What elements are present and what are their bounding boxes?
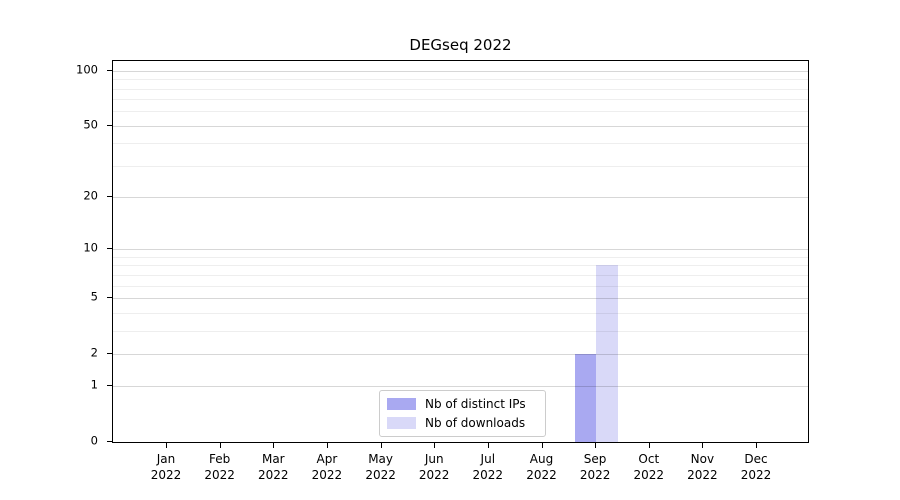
bar-sep-nb-of-downloads	[596, 265, 618, 442]
x-tick-year: 2022	[526, 467, 557, 482]
x-tick-year: 2022	[579, 467, 611, 482]
x-tick-year: 2022	[418, 467, 450, 482]
x-tick-month: May	[368, 452, 393, 466]
x-tick-label-oct: Oct 2022	[614, 452, 684, 483]
legend-entry-distinct-ips: Nb of distinct IPs	[387, 397, 537, 411]
x-tick-label-may: May 2022	[346, 452, 416, 483]
x-tick-mark-jun	[434, 443, 436, 448]
x-tick-label-nov: Nov 2022	[667, 452, 737, 483]
y-tick-label-5: 5	[90, 289, 98, 304]
y-tick-mark-5	[107, 296, 112, 298]
x-tick-mark-jul	[487, 443, 489, 448]
y-tick-label-1: 1	[90, 377, 98, 392]
x-tick-mark-mar	[273, 443, 275, 448]
x-tick-mark-nov	[702, 443, 704, 448]
y-tick-mark-50	[107, 124, 112, 126]
y-tick-mark-100	[107, 69, 112, 71]
y-tick-mark-1	[107, 385, 112, 387]
x-tick-year: 2022	[472, 467, 504, 482]
chart-title: DEGseq 2022	[409, 36, 512, 54]
x-tick-label-jan: Jan 2022	[131, 452, 201, 483]
y-tick-label-0: 0	[90, 433, 98, 448]
y-tick-label-20: 20	[83, 188, 98, 203]
bars-layer	[113, 61, 808, 442]
x-tick-year: 2022	[365, 467, 396, 482]
x-tick-year: 2022	[311, 467, 343, 482]
x-tick-mark-sep	[595, 443, 597, 448]
x-tick-label-sep: Sep 2022	[560, 452, 630, 483]
y-tick-mark-10	[107, 248, 112, 250]
y-tick-label-100: 100	[76, 62, 98, 77]
legend-label-downloads: Nb of downloads	[425, 416, 526, 430]
x-tick-month: Jan	[156, 452, 176, 466]
x-tick-month: Sep	[583, 452, 607, 466]
legend-entry-downloads: Nb of downloads	[387, 416, 537, 430]
x-tick-label-dec: Dec 2022	[721, 452, 791, 483]
x-tick-label-feb: Feb 2022	[185, 452, 255, 483]
x-tick-month: Jun	[424, 452, 444, 466]
x-tick-label-mar: Mar 2022	[238, 452, 308, 483]
legend-label-distinct-ips: Nb of distinct IPs	[425, 397, 526, 411]
x-axis: Jan 2022 Feb 2022 Mar 2022 Apr 2022 May 2022 Jun 20…	[112, 442, 809, 500]
legend-swatch-distinct-ips	[387, 398, 416, 410]
x-tick-label-jul: Jul 2022	[453, 452, 523, 483]
x-tick-year: 2022	[633, 467, 665, 482]
x-tick-year: 2022	[740, 467, 772, 482]
y-axis: 0 1 2 5 10 20 50 100	[0, 60, 112, 448]
x-tick-month: Oct	[638, 452, 660, 466]
x-tick-mark-apr	[326, 443, 328, 448]
x-tick-year: 2022	[204, 467, 235, 482]
bar-sep-nb-of-distinct-ips	[574, 353, 597, 442]
plot-area: Nb of distinct IPs Nb of downloads	[112, 60, 809, 443]
x-tick-label-aug: Aug 2022	[507, 452, 577, 483]
x-tick-label-jun: Jun 2022	[399, 452, 469, 483]
x-tick-month: Nov	[690, 452, 715, 466]
y-tick-mark-0	[107, 441, 112, 442]
legend-swatch-downloads	[387, 417, 416, 429]
x-tick-year: 2022	[258, 467, 289, 482]
legend: Nb of distinct IPs Nb of downloads	[379, 390, 546, 437]
x-tick-month: Dec	[744, 452, 768, 466]
x-tick-month: Aug	[529, 452, 554, 466]
x-tick-mark-aug	[541, 443, 543, 448]
x-tick-mark-feb	[219, 443, 221, 448]
x-tick-month: Jul	[480, 452, 496, 466]
x-tick-month: Feb	[208, 452, 231, 466]
x-tick-month: Apr	[316, 452, 338, 466]
x-tick-mark-dec	[756, 443, 757, 448]
x-tick-mark-jan	[166, 443, 167, 448]
x-tick-year: 2022	[687, 467, 718, 482]
y-tick-label-2: 2	[90, 345, 98, 360]
y-tick-mark-20	[107, 196, 112, 198]
y-tick-mark-2	[107, 352, 112, 354]
x-tick-month: Mar	[261, 452, 285, 466]
x-tick-mark-may	[380, 443, 382, 448]
x-tick-mark-oct	[648, 443, 650, 448]
x-tick-year: 2022	[150, 467, 182, 482]
x-tick-label-apr: Apr 2022	[292, 452, 362, 483]
y-tick-label-10: 10	[83, 240, 98, 255]
y-tick-label-50: 50	[83, 117, 98, 132]
